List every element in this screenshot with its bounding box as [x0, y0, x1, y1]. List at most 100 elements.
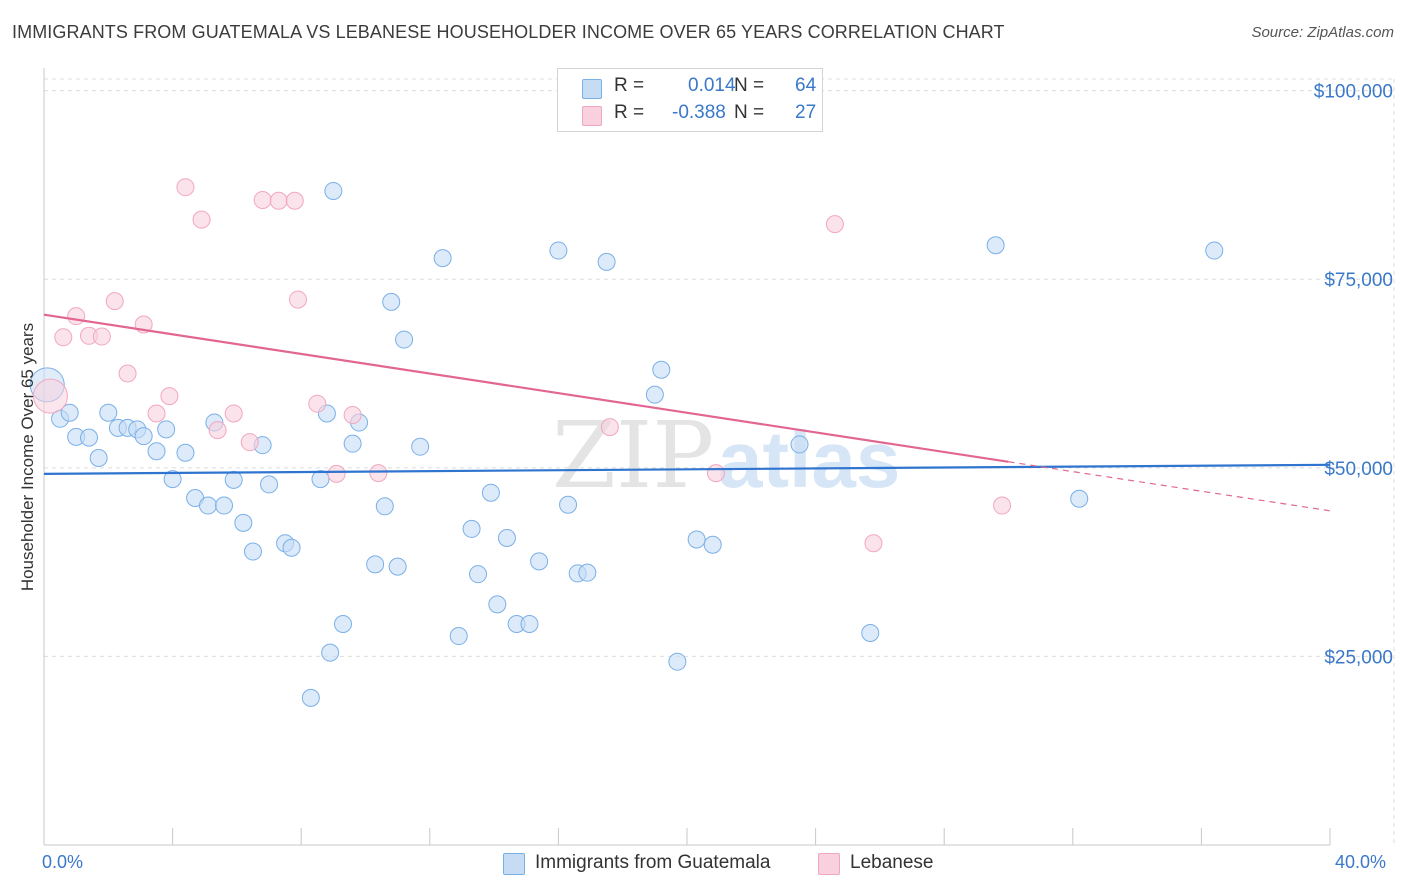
trend-line-guatemala: [43, 463, 1331, 475]
data-point: [411, 437, 430, 456]
data-point: [559, 495, 578, 514]
legend-r-value: -0.388: [672, 102, 726, 123]
data-point: [497, 528, 516, 547]
legend-n-value: 64: [795, 75, 817, 96]
series-guatemala: [29, 181, 1224, 707]
data-point: [92, 327, 111, 346]
data-point: [198, 496, 217, 515]
data-point: [134, 427, 153, 446]
data-point: [89, 449, 108, 468]
x-tick-label-min: 0.0%: [42, 852, 84, 872]
y-tick-labels: $25,000 $50,000 $75,000 $100,000: [1314, 82, 1393, 669]
data-point: [321, 643, 340, 662]
data-point: [520, 614, 539, 633]
data-point: [382, 292, 401, 311]
data-point: [224, 470, 243, 489]
data-point: [105, 292, 124, 311]
data-point: [652, 360, 671, 379]
data-point: [147, 404, 166, 423]
data-point: [243, 542, 262, 561]
legend-n-label: N =: [734, 75, 765, 96]
bottom-legend-swatch-guatemala: [503, 853, 525, 875]
watermark-atlas: atlas: [718, 415, 900, 504]
legend-r-value: 0.014: [688, 75, 736, 96]
data-point: [395, 330, 414, 349]
data-point: [99, 403, 118, 422]
data-point: [253, 191, 272, 210]
data-point: [600, 418, 619, 437]
data-point: [327, 464, 346, 483]
legend-r-label: R =: [614, 102, 645, 123]
legend-n-value: 27: [795, 102, 817, 123]
data-point: [366, 555, 385, 574]
data-point: [308, 394, 327, 413]
data-point: [324, 181, 343, 200]
data-point: [160, 387, 179, 406]
data-point: [703, 535, 722, 554]
data-point: [157, 420, 176, 439]
data-point: [375, 497, 394, 516]
data-point: [488, 595, 507, 614]
data-point: [80, 428, 99, 447]
data-point: [67, 307, 86, 326]
data-point: [240, 433, 259, 452]
data-point: [578, 563, 597, 582]
data-point: [147, 442, 166, 461]
data-point: [234, 513, 253, 532]
data-point: [54, 328, 73, 347]
source-attribution: Source: ZipAtlas.com: [1251, 24, 1394, 41]
trend-line-lebanese: [43, 313, 1009, 463]
data-point: [208, 421, 227, 440]
legend-swatch-lebanese: [582, 106, 602, 126]
stats-legend: R = 0.014 N = 64 R = -0.388 N = 27: [557, 68, 823, 132]
y-axis-label: Householder Income Over 65 years: [18, 322, 37, 592]
watermark: ZIP atlas: [552, 402, 900, 509]
data-point: [269, 191, 288, 210]
bottom-legend-swatch-lebanese: [818, 853, 840, 875]
data-point: [163, 470, 182, 489]
data-point: [60, 403, 79, 422]
data-point: [1205, 241, 1224, 260]
data-point: [986, 236, 1005, 255]
data-point: [224, 404, 243, 423]
points-layer: [29, 178, 1224, 707]
series-lebanese: [32, 178, 1012, 553]
data-point: [825, 215, 844, 234]
data-point: [118, 364, 137, 383]
data-point: [288, 290, 307, 309]
bottom-legend-label: Immigrants from Guatemala: [535, 852, 771, 873]
data-point: [333, 614, 352, 633]
x-tick-label-max: 40.0%: [1335, 852, 1387, 872]
data-point: [215, 496, 234, 515]
data-point: [687, 530, 706, 549]
data-point: [192, 210, 211, 229]
bottom-legend-label: Lebanese: [850, 852, 934, 873]
data-point: [176, 178, 195, 197]
data-point: [462, 519, 481, 538]
trend-layer: [43, 313, 1331, 512]
data-point: [469, 565, 488, 584]
y-tick-label: $75,000: [1324, 270, 1393, 291]
data-point: [549, 241, 568, 260]
data-point: [790, 435, 809, 454]
data-point: [449, 627, 468, 646]
data-point: [260, 475, 279, 494]
data-point: [388, 557, 407, 576]
data-point: [32, 378, 68, 414]
data-point: [311, 470, 330, 489]
data-point: [706, 464, 725, 483]
chart-title: IMMIGRANTS FROM GUATEMALA VS LEBANESE HO…: [12, 22, 1005, 42]
data-point: [864, 534, 883, 553]
legend-r-label: R =: [614, 75, 645, 96]
data-point: [530, 552, 549, 571]
data-point: [369, 464, 388, 483]
legend-swatch-guatemala: [582, 79, 602, 99]
data-point: [668, 652, 687, 671]
data-point: [282, 538, 301, 557]
axis-layer: [43, 68, 1331, 846]
data-point: [176, 443, 195, 462]
y-tick-label: $25,000: [1324, 647, 1393, 668]
legend-n-label: N =: [734, 102, 765, 123]
data-point: [301, 688, 320, 707]
